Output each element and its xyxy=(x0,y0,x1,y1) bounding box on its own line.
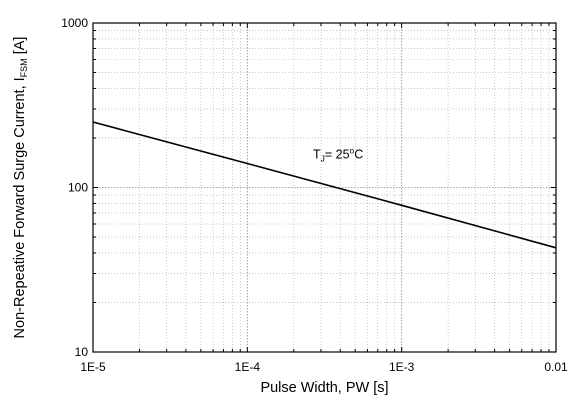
annotation-value: = 25 xyxy=(325,148,350,162)
y-tick-label: 10 xyxy=(75,345,89,359)
x-tick-label: 0.01 xyxy=(544,360,568,374)
x-tick-label: 1E-4 xyxy=(235,360,261,374)
annotation-degree: o xyxy=(350,146,355,156)
major-grid xyxy=(93,23,556,352)
tick-marks xyxy=(93,23,556,352)
y-axis-title-unit: [A] xyxy=(12,37,28,59)
x-tick-labels: 1E-5 1E-4 1E-3 0.01 xyxy=(80,360,568,374)
y-axis-title-subscript: FSM xyxy=(19,58,29,77)
series-layer xyxy=(92,121,557,249)
annotation-subscript-j: J xyxy=(321,154,325,164)
x-tick-label: 1E-3 xyxy=(389,360,415,374)
y-tick-label: 100 xyxy=(68,181,88,195)
y-tick-labels: 10 100 1000 xyxy=(61,16,88,359)
x-tick-label: 1E-5 xyxy=(80,360,106,374)
x-axis-title: Pulse Width, PW [s] xyxy=(260,380,388,396)
y-axis-title: Non-Repeative Forward Surge Current, IFS… xyxy=(12,37,29,339)
annotation-unit: C xyxy=(354,148,363,162)
y-axis-title-main: Non-Repeative Forward Surge Current, I xyxy=(12,77,28,338)
surge-current-line xyxy=(92,121,557,249)
temperature-annotation: TJ= 25oC xyxy=(313,146,363,164)
minor-grid xyxy=(93,23,556,352)
y-tick-label: 1000 xyxy=(61,16,88,30)
annotation-t: T xyxy=(313,148,321,162)
